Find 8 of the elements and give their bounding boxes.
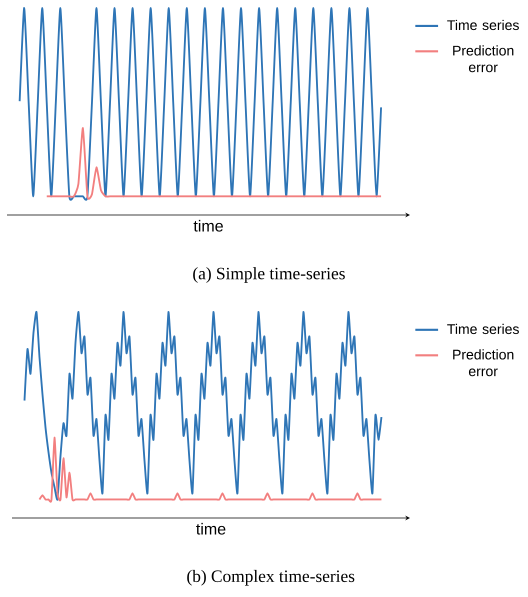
x-axis-title: time (194, 220, 223, 232)
x-axis-title: time (196, 522, 226, 535)
legend-label: Time series (447, 20, 519, 30)
legend-label: Time series (447, 324, 519, 334)
legend-label: Prediction error (453, 45, 514, 72)
text: (a) Simple time-series (193, 267, 345, 283)
text: (b) Complex time-series (187, 570, 354, 586)
legend-label: Prediction error (453, 349, 514, 376)
